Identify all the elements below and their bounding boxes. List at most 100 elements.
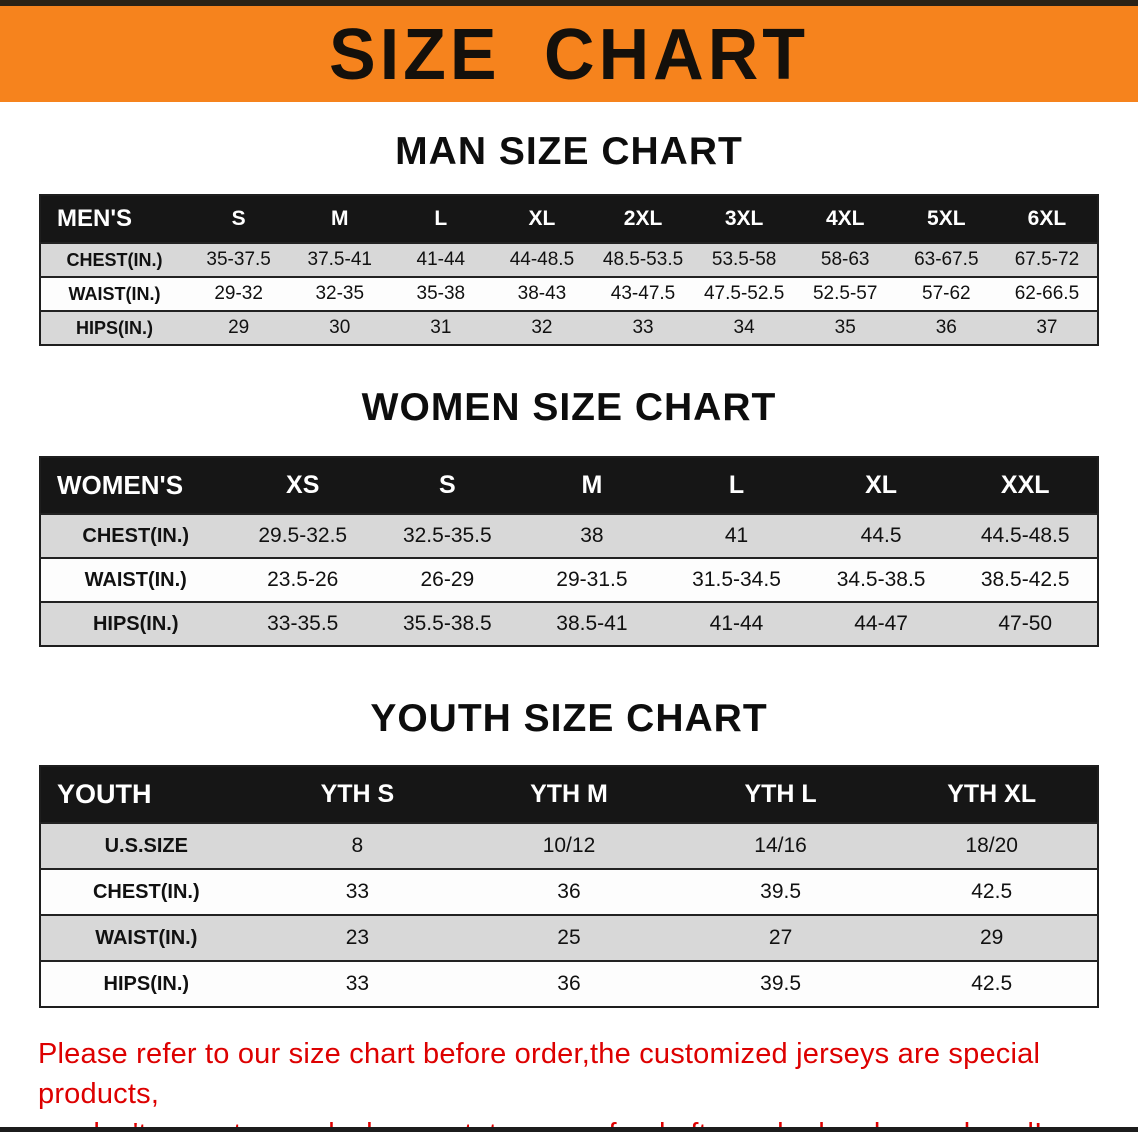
youth-size-table: YOUTH YTH S YTH M YTH L YTH XL U.S.SIZE 8 10/12… xyxy=(39,765,1099,1008)
value-cell: 23.5-26 xyxy=(230,557,376,602)
size-header-cell: S xyxy=(188,195,290,243)
value-cell: 39.5 xyxy=(674,960,887,1007)
value-cell: 30 xyxy=(289,310,391,345)
value-cell: 52.5-57 xyxy=(794,276,896,311)
page-title: SIZE CHART xyxy=(329,13,809,95)
value-cell: 37 xyxy=(996,310,1098,345)
value-cell: 44-48.5 xyxy=(491,242,593,277)
value-cell: 36 xyxy=(895,310,997,345)
value-cell: 39.5 xyxy=(674,868,887,915)
table-row: CHEST(IN.) 33 36 39.5 42.5 xyxy=(40,868,1098,915)
size-header-cell: L xyxy=(664,457,809,514)
row-label-cell: HIPS(IN.) xyxy=(40,960,252,1007)
men-section-heading: MAN SIZE CHART xyxy=(395,130,743,173)
value-cell: 29 xyxy=(188,310,290,345)
table-title-cell: YOUTH xyxy=(40,766,252,823)
table-row: HIPS(IN.) 33-35.5 35.5-38.5 38.5-41 41-44 44-… xyxy=(40,601,1098,646)
value-cell: 42.5 xyxy=(886,868,1098,915)
size-header-cell: S xyxy=(375,457,520,514)
size-header-cell: 2XL xyxy=(592,195,694,243)
row-label-cell: WAIST(IN.) xyxy=(40,276,189,311)
value-cell: 29-32 xyxy=(188,276,290,311)
value-cell: 44-47 xyxy=(808,601,954,646)
value-cell: 48.5-53.5 xyxy=(592,242,694,277)
table-row: HIPS(IN.) 29 30 31 32 33 34 35 36 37 xyxy=(40,310,1098,345)
size-header-cell: XL xyxy=(808,457,954,514)
value-cell: 53.5-58 xyxy=(693,242,795,277)
table-row: U.S.SIZE 8 10/12 14/16 18/20 xyxy=(40,822,1098,869)
value-cell: 31.5-34.5 xyxy=(664,557,809,602)
value-cell: 8 xyxy=(251,822,464,869)
value-cell: 32 xyxy=(491,310,593,345)
size-header-cell: XS xyxy=(230,457,376,514)
value-cell: 35-38 xyxy=(390,276,492,311)
size-header-cell: 3XL xyxy=(693,195,795,243)
value-cell: 33 xyxy=(251,960,464,1007)
value-cell: 18/20 xyxy=(886,822,1098,869)
size-header-cell: 6XL xyxy=(996,195,1098,243)
row-label-cell: WAIST(IN.) xyxy=(40,914,252,961)
women-size-section: WOMEN SIZE CHART WOMEN'S XS S M L XL XXL CHEST(… xyxy=(0,386,1138,647)
value-cell: 38.5-42.5 xyxy=(953,557,1098,602)
value-cell: 57-62 xyxy=(895,276,997,311)
value-cell: 35-37.5 xyxy=(188,242,290,277)
size-header-cell: L xyxy=(390,195,492,243)
table-row: WAIST(IN.) 23.5-26 26-29 29-31.5 31.5-34.5 34… xyxy=(40,557,1098,602)
youth-section-heading: YOUTH SIZE CHART xyxy=(370,697,768,740)
men-size-table: MEN'S S M L XL 2XL 3XL 4XL 5XL 6XL CHEST(IN.) 35-37… xyxy=(39,194,1099,346)
value-cell: 63-67.5 xyxy=(895,242,997,277)
size-header-cell: 4XL xyxy=(794,195,896,243)
value-cell: 47.5-52.5 xyxy=(693,276,795,311)
row-label-cell: WAIST(IN.) xyxy=(40,557,231,602)
value-cell: 58-63 xyxy=(794,242,896,277)
value-cell: 41-44 xyxy=(390,242,492,277)
row-label-cell: HIPS(IN.) xyxy=(40,601,231,646)
value-cell: 14/16 xyxy=(674,822,887,869)
value-cell: 29-31.5 xyxy=(519,557,665,602)
value-cell: 35 xyxy=(794,310,896,345)
table-row: CHEST(IN.) 35-37.5 37.5-41 41-44 44-48.5 48.5… xyxy=(40,242,1098,277)
value-cell: 29.5-32.5 xyxy=(230,513,376,558)
value-cell: 34.5-38.5 xyxy=(808,557,954,602)
youth-size-section: YOUTH SIZE CHART YOUTH YTH S YTH M YTH L YTH… xyxy=(0,697,1138,1008)
order-notice-line-1: Please refer to our size chart before or… xyxy=(38,1038,1041,1111)
value-cell: 42.5 xyxy=(886,960,1098,1007)
row-label-cell: HIPS(IN.) xyxy=(40,310,189,345)
value-cell: 62-66.5 xyxy=(996,276,1098,311)
row-label-cell: CHEST(IN.) xyxy=(40,868,252,915)
value-cell: 37.5-41 xyxy=(289,242,391,277)
value-cell: 10/12 xyxy=(463,822,675,869)
value-cell: 25 xyxy=(463,914,675,961)
value-cell: 44.5 xyxy=(808,513,954,558)
women-size-table: WOMEN'S XS S M L XL XXL CHEST(IN.) 29.5-32.5 32.5… xyxy=(39,456,1099,647)
value-cell: 67.5-72 xyxy=(996,242,1098,277)
table-title-cell: WOMEN'S xyxy=(40,457,231,514)
value-cell: 33-35.5 xyxy=(230,601,376,646)
value-cell: 38-43 xyxy=(491,276,593,311)
table-row: CHEST(IN.) 29.5-32.5 32.5-35.5 38 41 44.5 44.5… xyxy=(40,513,1098,558)
value-cell: 43-47.5 xyxy=(592,276,694,311)
value-cell: 36 xyxy=(463,868,675,915)
order-notice: Please refer to our size chart before or… xyxy=(38,1034,1100,1132)
value-cell: 32.5-35.5 xyxy=(375,513,520,558)
row-label-cell: U.S.SIZE xyxy=(40,822,252,869)
size-header-cell: YTH XL xyxy=(886,766,1098,823)
size-header-cell: M xyxy=(519,457,665,514)
table-row: WAIST(IN.) 23 25 27 29 xyxy=(40,914,1098,961)
value-cell: 31 xyxy=(390,310,492,345)
value-cell: 44.5-48.5 xyxy=(953,513,1098,558)
banner: SIZE CHART xyxy=(0,6,1138,102)
table-title-cell: MEN'S xyxy=(40,195,189,243)
size-header-cell: 5XL xyxy=(895,195,997,243)
size-header-cell: YTH S xyxy=(251,766,464,823)
size-header-cell: XXL xyxy=(953,457,1098,514)
value-cell: 36 xyxy=(463,960,675,1007)
value-cell: 35.5-38.5 xyxy=(375,601,520,646)
table-row: WAIST(IN.) 29-32 32-35 35-38 38-43 43-47.5 47.… xyxy=(40,276,1098,311)
value-cell: 26-29 xyxy=(375,557,520,602)
women-section-heading: WOMEN SIZE CHART xyxy=(361,386,777,429)
value-cell: 33 xyxy=(251,868,464,915)
value-cell: 32-35 xyxy=(289,276,391,311)
value-cell: 41-44 xyxy=(664,601,809,646)
